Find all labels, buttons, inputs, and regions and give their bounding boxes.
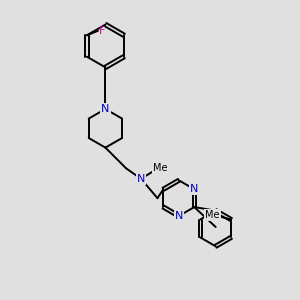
Text: N: N <box>137 174 145 184</box>
Text: N: N <box>190 184 199 194</box>
Text: Me: Me <box>153 164 168 173</box>
Text: N: N <box>175 211 183 221</box>
Text: Me: Me <box>205 210 220 220</box>
Text: N: N <box>101 104 110 114</box>
Text: F: F <box>99 26 105 36</box>
